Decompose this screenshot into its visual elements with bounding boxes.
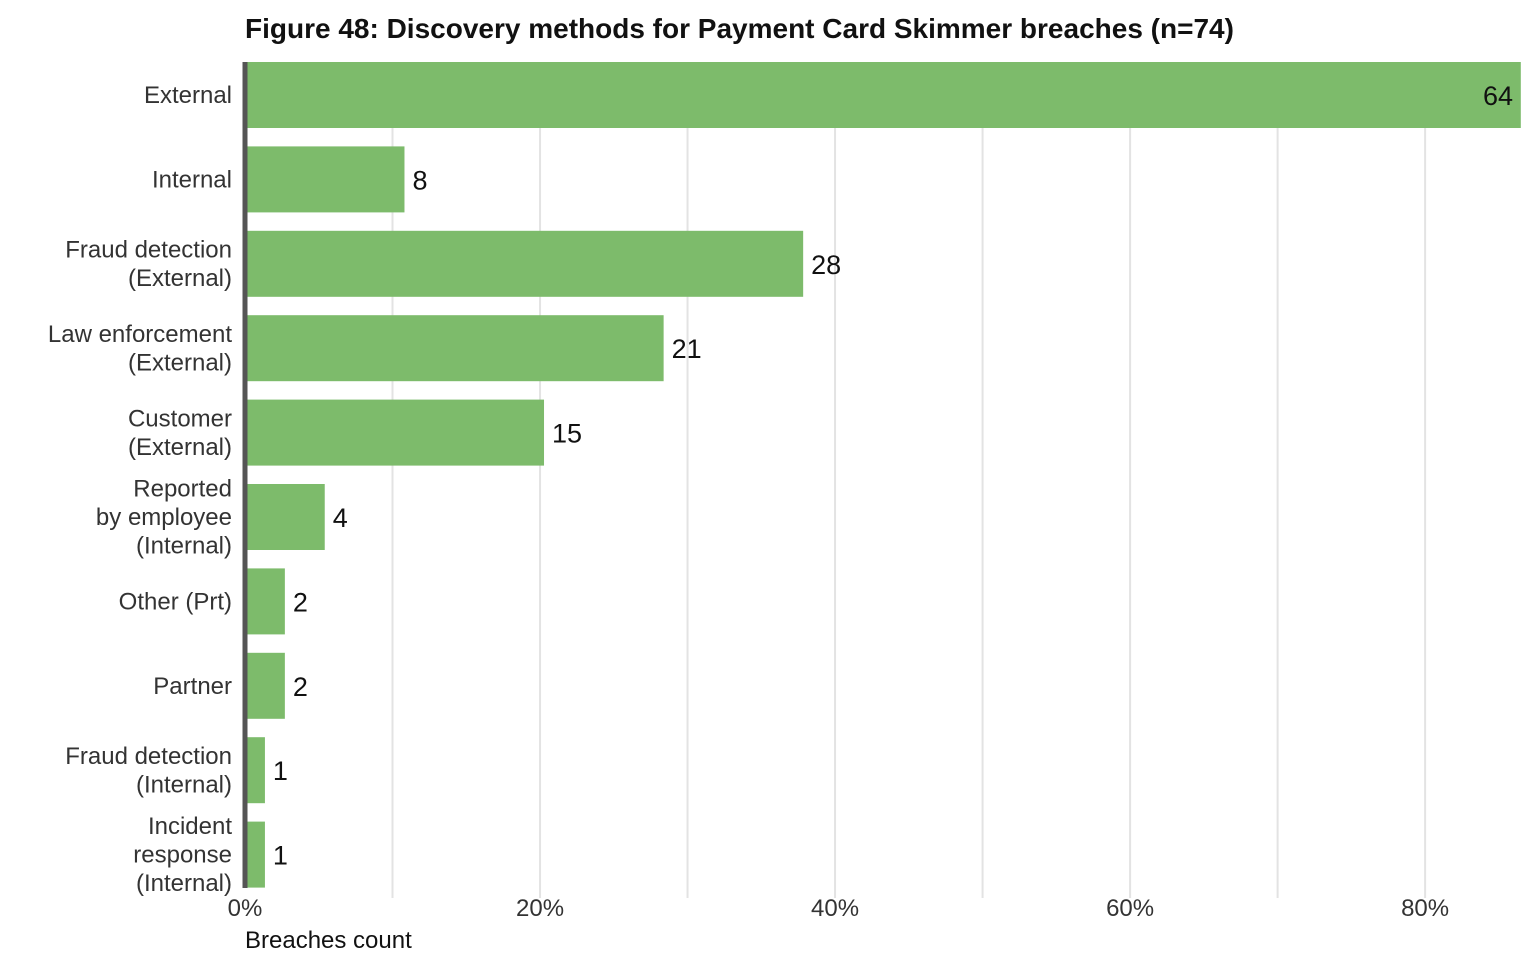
value-label-7: 2: [293, 672, 308, 702]
x-tick-label-3: 60%: [1106, 895, 1154, 922]
bar-1: [245, 146, 405, 213]
chart-title: Figure 48: Discovery methods for Payment…: [245, 13, 1234, 44]
x-axis-ticks: 0% 20% 40% 60% 80%: [228, 895, 1449, 922]
category-label-4: Customer (External): [128, 405, 232, 461]
category-label-0: External: [144, 82, 232, 109]
value-label-5: 4: [333, 503, 348, 533]
bar-0: [245, 62, 1521, 128]
bar-5: [245, 484, 325, 550]
x-tick-label-1: 20%: [516, 895, 564, 922]
category-labels: External Internal Fraud detection (External…: [48, 82, 232, 897]
category-label-5: Reported by employee (Internal): [96, 476, 232, 560]
bar-8: [245, 737, 265, 804]
x-tick-label-0: 0%: [228, 895, 263, 922]
bar-6: [245, 568, 285, 635]
bar-4: [245, 399, 545, 466]
category-label-3: Law enforcement (External): [48, 321, 232, 377]
x-axis-title: Breaches count: [245, 927, 412, 954]
category-label-7: Partner: [153, 673, 232, 700]
category-label-1: Internal: [152, 166, 232, 193]
bar-3: [245, 315, 664, 382]
value-label-8: 1: [273, 756, 288, 786]
bar-9: [245, 821, 265, 888]
value-label-2: 28: [811, 250, 841, 280]
x-tick-label-2: 40%: [811, 895, 859, 922]
category-label-2: Fraud detection (External): [65, 237, 232, 293]
bars: [245, 62, 1521, 888]
bar-2: [245, 230, 804, 297]
category-label-8: Fraud detection (Internal): [65, 743, 232, 799]
value-label-0: 64: [1483, 81, 1513, 111]
value-label-1: 8: [412, 165, 427, 195]
value-label-9: 1: [273, 841, 288, 871]
gridlines: [391, 62, 1427, 898]
category-label-9: Incident response (Internal): [133, 813, 232, 897]
value-label-6: 2: [293, 587, 308, 617]
category-label-6: Other (Prt): [119, 588, 232, 615]
x-tick-label-4: 80%: [1401, 895, 1449, 922]
value-label-3: 21: [672, 334, 702, 364]
bar-7: [245, 652, 285, 719]
value-label-4: 15: [552, 419, 582, 449]
